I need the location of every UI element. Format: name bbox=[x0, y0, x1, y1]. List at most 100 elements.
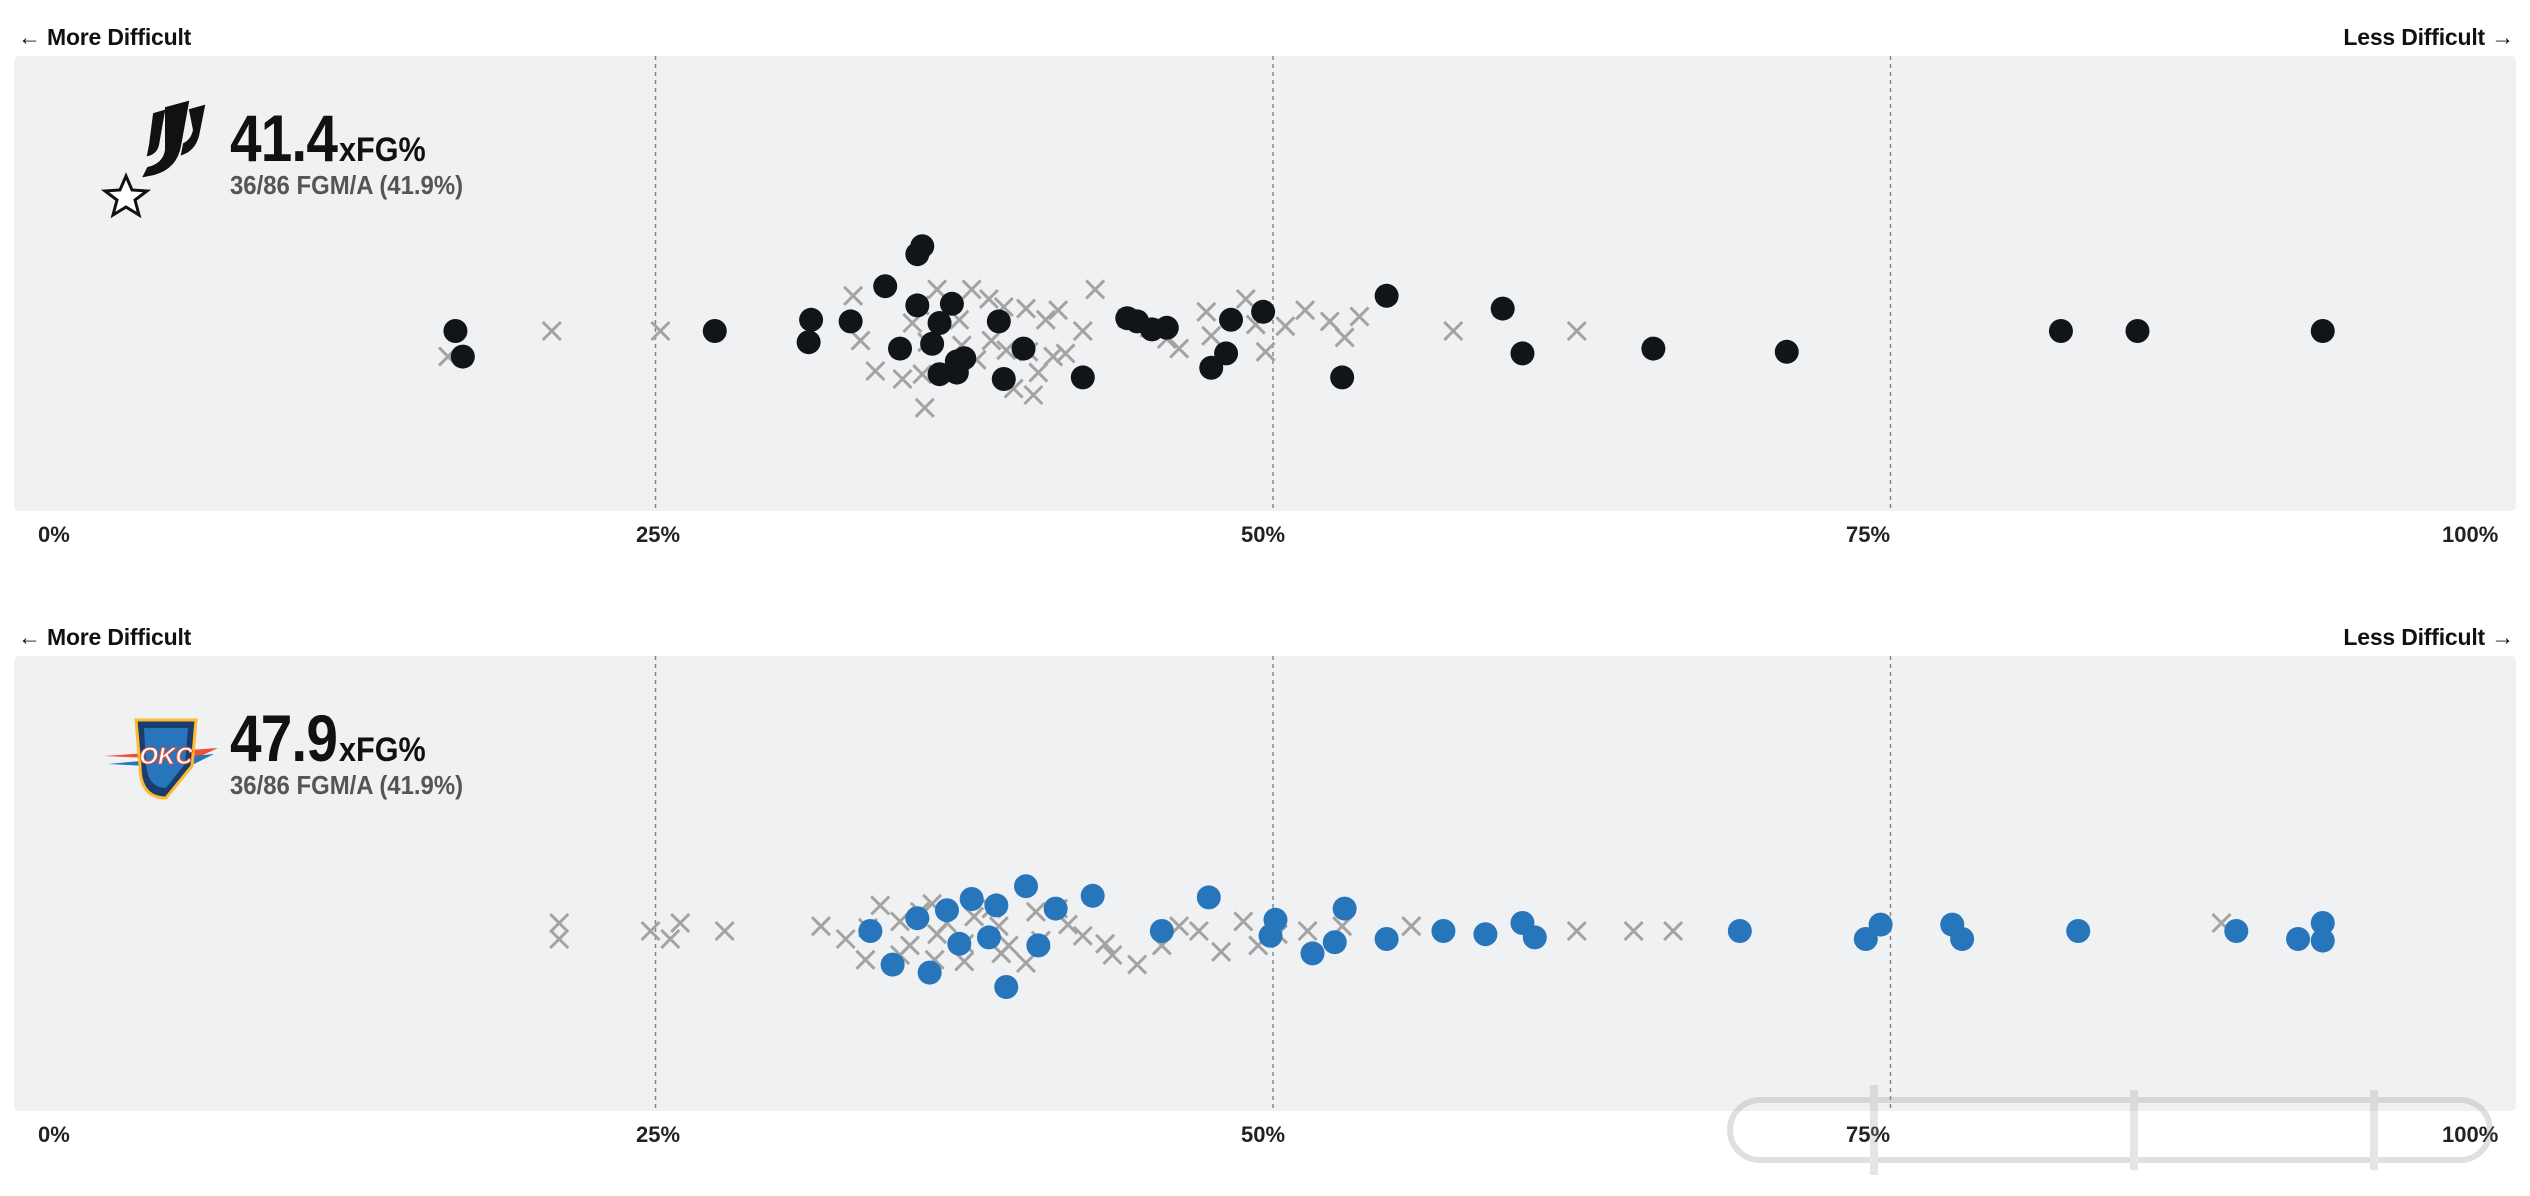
made-shot-dot bbox=[1950, 927, 1975, 951]
missed-shot-mark bbox=[914, 397, 935, 418]
made-shot-dot bbox=[1853, 927, 1878, 951]
made-shot-dot bbox=[888, 336, 913, 361]
made-shot-dot bbox=[1011, 336, 1036, 361]
made-shot-dot bbox=[976, 925, 1001, 950]
missed-shot-mark bbox=[843, 285, 864, 306]
direction-label-left: ← More Difficult bbox=[18, 24, 192, 50]
missed-shot-mark bbox=[714, 920, 735, 942]
missed-shot-mark bbox=[640, 920, 661, 942]
shot-beeswarm-plot bbox=[437, 56, 2335, 511]
missed-shot-mark bbox=[549, 912, 570, 934]
made-shot-dot bbox=[1199, 355, 1224, 380]
xfg-unit: xFG% bbox=[338, 731, 426, 769]
made-shot-dot bbox=[1070, 365, 1095, 390]
missed-shot-mark bbox=[1211, 941, 1232, 962]
missed-shot-mark bbox=[660, 928, 681, 950]
missed-shot-mark bbox=[1334, 327, 1355, 348]
made-shot-dot bbox=[1043, 896, 1068, 921]
plot-area: OKC 47.9 xFG% 36/86 FGM/A (41.9%) bbox=[14, 656, 2516, 1111]
made-shot-dot bbox=[917, 960, 942, 985]
xfg-value: 41.4 bbox=[230, 101, 338, 175]
x-tick-label: 25% bbox=[636, 1122, 681, 1147]
missed-shot-mark bbox=[1623, 920, 1644, 942]
missed-shot-mark bbox=[978, 288, 1000, 310]
made-shot-dot bbox=[1330, 365, 1355, 390]
made-shot-dot bbox=[838, 309, 863, 334]
made-shot-dot bbox=[905, 906, 930, 931]
direction-label-right: Less Difficult → bbox=[2343, 624, 2514, 650]
made-shot-dot bbox=[1490, 296, 1515, 321]
x-tick-label: 75% bbox=[1846, 1122, 1891, 1147]
missed-shot-mark bbox=[1255, 341, 1276, 362]
missed-shot-mark bbox=[865, 360, 886, 382]
missed-shot-mark bbox=[835, 928, 856, 950]
made-shot-dot bbox=[2125, 319, 2150, 343]
made-shot-dot bbox=[947, 931, 972, 956]
made-shot-dot bbox=[1322, 930, 1347, 955]
missed-shot-mark bbox=[1072, 925, 1093, 946]
made-shot-dot bbox=[905, 293, 930, 318]
made-shot-dot bbox=[1774, 339, 1799, 364]
missed-shot-mark bbox=[1055, 343, 1076, 364]
fgm-summary: 36/86 FGM/A (41.9%) bbox=[230, 770, 464, 800]
missed-shot-mark bbox=[996, 340, 1017, 361]
x-tick-label: 50% bbox=[1241, 1122, 1286, 1147]
missed-shot-mark bbox=[1349, 306, 1370, 327]
made-shot-dot bbox=[796, 330, 821, 355]
made-shot-dot bbox=[1332, 896, 1357, 921]
thunder-logo-icon: OKC bbox=[104, 718, 218, 800]
missed-shot-mark bbox=[855, 949, 876, 970]
xfg-value: 47.9 bbox=[230, 701, 338, 775]
missed-shot-mark bbox=[1102, 944, 1123, 966]
missed-shot-mark bbox=[1297, 920, 1318, 942]
xfg-summary: 47.9 xFG% bbox=[230, 700, 435, 776]
made-shot-dot bbox=[858, 919, 883, 943]
x-tick-label: 0% bbox=[38, 1122, 70, 1147]
missed-shot-mark bbox=[981, 330, 1002, 351]
missed-shot-mark bbox=[1188, 920, 1209, 942]
made-shot-dot bbox=[450, 344, 475, 369]
x-tick-label: 50% bbox=[1241, 522, 1286, 547]
watermark-icon bbox=[1727, 1085, 2493, 1175]
missed-shot-mark bbox=[1035, 309, 1056, 330]
made-shot-dot bbox=[1510, 341, 1535, 366]
missed-shot-mark bbox=[1072, 320, 1093, 342]
direction-label-right: Less Difficult → bbox=[2343, 24, 2514, 50]
missed-shot-mark bbox=[912, 364, 933, 385]
missed-shot-mark bbox=[1201, 325, 1222, 346]
made-shot-dot bbox=[1374, 927, 1399, 951]
made-shot-dot bbox=[927, 362, 952, 387]
missed-shot-mark bbox=[1127, 954, 1148, 975]
missed-shot-mark bbox=[899, 935, 920, 956]
missed-shot-mark bbox=[1235, 288, 1256, 310]
made-shot-dot bbox=[994, 975, 1019, 999]
missed-shot-mark bbox=[1566, 920, 1587, 942]
made-shot-dot bbox=[1154, 315, 1179, 340]
missed-shot-mark bbox=[998, 935, 1019, 956]
missed-shot-mark bbox=[1663, 920, 1684, 942]
missed-shot-mark bbox=[549, 928, 570, 950]
made-shot-dot bbox=[991, 367, 1016, 391]
xfg-unit: xFG% bbox=[338, 131, 426, 169]
made-shot-dot bbox=[702, 319, 727, 343]
x-tick-label: 25% bbox=[636, 522, 681, 547]
missed-shot-mark bbox=[1028, 362, 1049, 383]
missed-shot-mark bbox=[964, 906, 985, 927]
x-tick-label: 0% bbox=[38, 522, 70, 547]
spurs-logo-icon bbox=[100, 100, 206, 218]
missed-shot-mark bbox=[650, 320, 671, 342]
fgm-summary: 36/86 FGM/A (41.9%) bbox=[230, 170, 464, 200]
made-shot-dot bbox=[1727, 919, 1752, 943]
made-shot-dot bbox=[939, 291, 964, 316]
missed-shot-mark bbox=[1233, 911, 1254, 932]
made-shot-dot bbox=[986, 309, 1011, 334]
svg-text:OKC: OKC bbox=[139, 743, 193, 770]
missed-shot-mark bbox=[1048, 300, 1069, 321]
missed-shot-mark bbox=[1015, 298, 1037, 319]
missed-shot-mark bbox=[1169, 338, 1190, 359]
missed-shot-mark bbox=[1085, 279, 1106, 300]
missed-shot-mark bbox=[810, 916, 832, 937]
missed-shot-mark bbox=[870, 895, 891, 916]
made-shot-dot bbox=[2310, 928, 2335, 953]
made-shot-dot bbox=[2310, 911, 2335, 935]
